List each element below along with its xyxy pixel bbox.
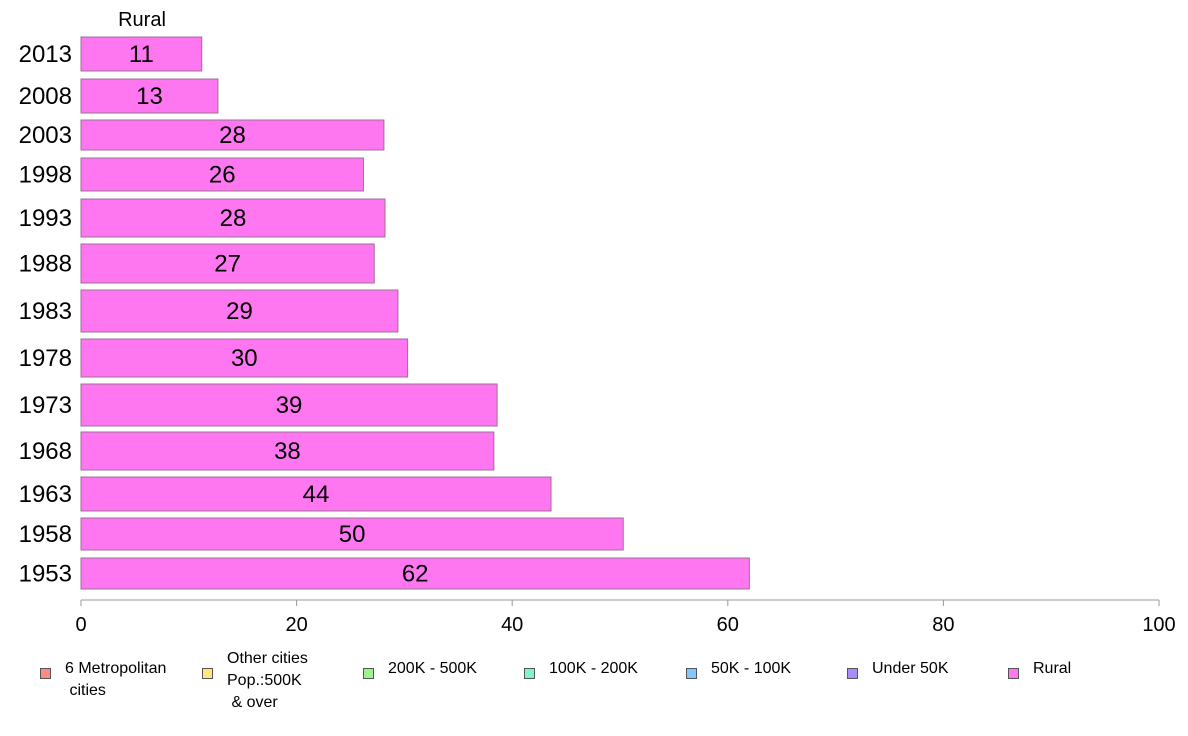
data-label: 27 (214, 251, 241, 278)
legend-label: Other cities Pop.:500K & over (227, 650, 308, 711)
y-tick-label: 2013 (19, 41, 72, 68)
legend-item: Under 50K (847, 648, 949, 680)
data-label: 28 (219, 122, 246, 149)
y-tick-label: 1993 (19, 205, 72, 232)
x-axis: 0 20 40 60 80 100 (75, 599, 1176, 636)
y-tick-label: 1978 (19, 345, 72, 372)
legend-swatch (847, 668, 858, 679)
legend-swatch (1008, 668, 1019, 679)
legend-label: 6 Metropolitan cities (65, 660, 167, 699)
data-label: 44 (303, 481, 330, 508)
legend-swatch (686, 668, 697, 679)
legend-label: Under 50K (872, 660, 949, 677)
data-label: 30 (231, 345, 258, 372)
legend-label: 50K - 100K (711, 660, 792, 677)
bar (80, 557, 750, 590)
bar (80, 119, 385, 151)
x-tick-label: 60 (717, 614, 739, 636)
data-label: 38 (274, 438, 301, 465)
y-tick-label: 1963 (19, 481, 72, 508)
legend-swatch (363, 668, 374, 679)
legend-item: Other cities Pop.:500K & over (202, 648, 308, 714)
legend-label: 100K - 200K (549, 660, 638, 677)
bar (80, 338, 409, 378)
legend-swatch (524, 668, 535, 679)
data-label: 50 (339, 521, 366, 548)
x-tick-label: 20 (285, 614, 307, 636)
data-label: 39 (276, 392, 303, 419)
bar (80, 476, 552, 512)
x-tick-label: 40 (501, 614, 523, 636)
bar (80, 243, 375, 284)
y-tick-label: 2008 (19, 83, 72, 110)
y-tick-label: 1983 (19, 298, 72, 325)
data-label: 11 (129, 41, 154, 68)
y-tick-label: 1973 (19, 392, 72, 419)
bar (80, 431, 495, 471)
panel-title: Rural (118, 9, 166, 31)
bar (80, 36, 203, 72)
legend-label: Rural (1033, 660, 1072, 677)
legend-item: 100K - 200K (524, 648, 638, 680)
legend-item: Rural (1008, 648, 1071, 680)
bar (80, 157, 364, 192)
y-tick-label: 1988 (19, 251, 72, 278)
y-tick-label: 1998 (19, 162, 72, 189)
legend-swatch (202, 668, 213, 679)
x-tick-label: 80 (932, 614, 954, 636)
bar (80, 198, 386, 238)
bar (80, 383, 498, 427)
legend: 6 Metropolitan cities Other cities Pop.:5… (0, 648, 1188, 728)
data-label: 29 (226, 298, 253, 325)
y-tick-label: 2003 (19, 122, 72, 149)
legend-item: 50K - 100K (686, 648, 791, 680)
chart-area: Rural 2013 11 2008 13 2003 28 1998 26 1993 28 1988… (19, 9, 1176, 636)
y-tick-label: 1958 (19, 521, 72, 548)
bars-group: 2013 11 2008 13 2003 28 1998 26 1993 28 1988 27 1983… (19, 36, 750, 590)
data-label: 13 (136, 83, 163, 110)
y-tick-label: 1953 (19, 561, 72, 588)
bar (80, 78, 219, 114)
data-label: 26 (209, 162, 236, 189)
legend-label: 200K - 500K (388, 660, 477, 677)
legend-swatch (40, 668, 51, 679)
data-label: 28 (220, 205, 247, 232)
x-tick-label: 0 (75, 614, 86, 636)
x-tick-label: 100 (1142, 614, 1175, 636)
legend-item: 200K - 500K (363, 648, 477, 680)
legend-item: 6 Metropolitan cities (40, 648, 166, 702)
y-tick-label: 1968 (19, 438, 72, 465)
bar (80, 289, 399, 333)
bar (80, 517, 624, 551)
data-label: 62 (402, 561, 429, 588)
